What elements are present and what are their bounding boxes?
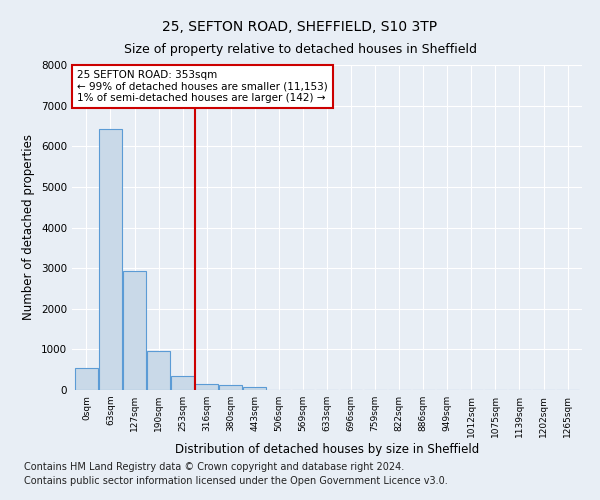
Y-axis label: Number of detached properties: Number of detached properties [22, 134, 35, 320]
X-axis label: Distribution of detached houses by size in Sheffield: Distribution of detached houses by size … [175, 442, 479, 456]
Text: Contains HM Land Registry data © Crown copyright and database right 2024.: Contains HM Land Registry data © Crown c… [24, 462, 404, 472]
Bar [123, 271, 146, 390]
Bar [195, 384, 218, 390]
Text: Size of property relative to detached houses in Sheffield: Size of property relative to detached ho… [124, 42, 476, 56]
Text: 25, SEFTON ROAD, SHEFFIELD, S10 3TP: 25, SEFTON ROAD, SHEFFIELD, S10 3TP [163, 20, 437, 34]
Text: 25 SEFTON ROAD: 353sqm
← 99% of detached houses are smaller (11,153)
1% of semi-: 25 SEFTON ROAD: 353sqm ← 99% of detached… [77, 70, 328, 103]
Bar [220, 386, 242, 390]
Bar [99, 129, 122, 390]
Bar [171, 376, 194, 390]
Bar [244, 387, 266, 390]
Bar [75, 368, 98, 390]
Bar [147, 350, 170, 390]
Text: Contains public sector information licensed under the Open Government Licence v3: Contains public sector information licen… [24, 476, 448, 486]
